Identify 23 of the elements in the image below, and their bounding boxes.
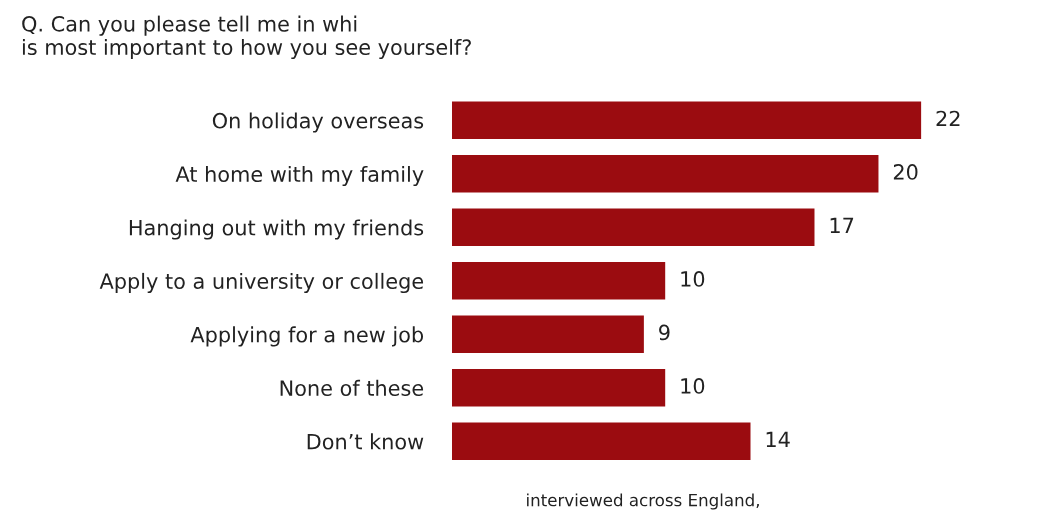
data-label: 22 — [936, 110, 960, 127]
bar — [451, 422, 751, 460]
y-tick-label: On holiday overseas — [212, 112, 424, 133]
y-tick-label: Hanging out with my friends — [129, 219, 424, 240]
bar — [451, 155, 879, 193]
data-label: 10 — [681, 271, 705, 287]
data-label: 14 — [766, 431, 790, 448]
y-tick-label: Apply to a university or college — [99, 272, 424, 294]
data-label: 10 — [681, 378, 705, 394]
y-tick-label: Applying for a new job — [190, 326, 424, 347]
data-label: 17 — [830, 217, 854, 234]
y-tick-label: None of these — [280, 379, 424, 396]
text: Q. Can you please tell me in whi is most important to how you see yourself? — [22, 15, 471, 60]
bar — [451, 101, 922, 140]
y-tick-label: Don’t know — [307, 433, 424, 450]
bar — [451, 208, 815, 247]
y-tick-label: At home with my family — [175, 165, 424, 187]
data-label: 20 — [893, 164, 918, 180]
bar — [451, 262, 666, 300]
data-label: 9 — [659, 324, 670, 341]
bar — [451, 315, 644, 354]
bar — [451, 369, 666, 407]
text: interviewed across England, — [527, 493, 759, 510]
